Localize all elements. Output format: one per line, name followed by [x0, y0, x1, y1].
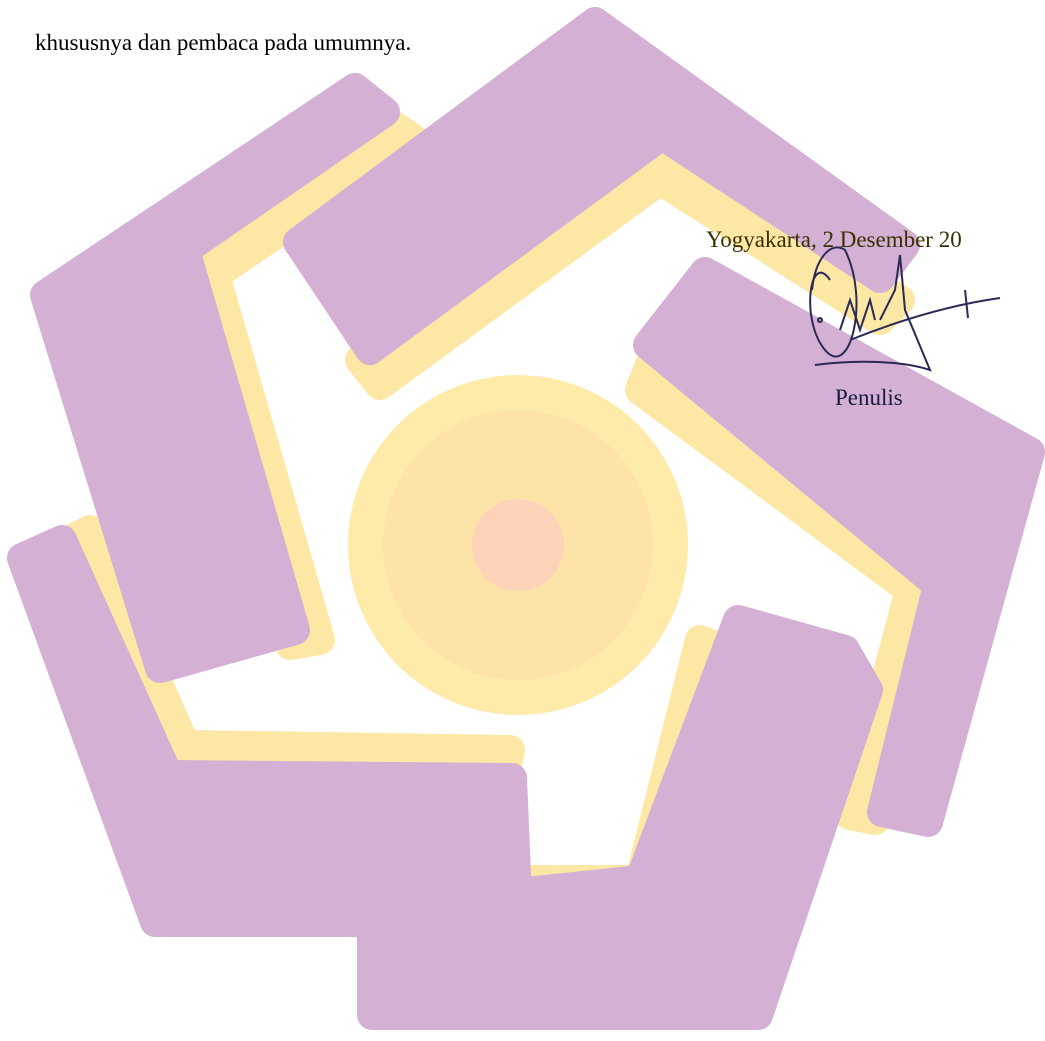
- logo-shapes: [7, 7, 1045, 1030]
- body-text: khususnya dan pembaca pada umumnya.: [35, 30, 412, 55]
- place-date: Yogyakarta, 2 Desember 20: [706, 227, 962, 252]
- signature-strokes: [809, 246, 1001, 372]
- signer-role: Penulis: [835, 385, 903, 410]
